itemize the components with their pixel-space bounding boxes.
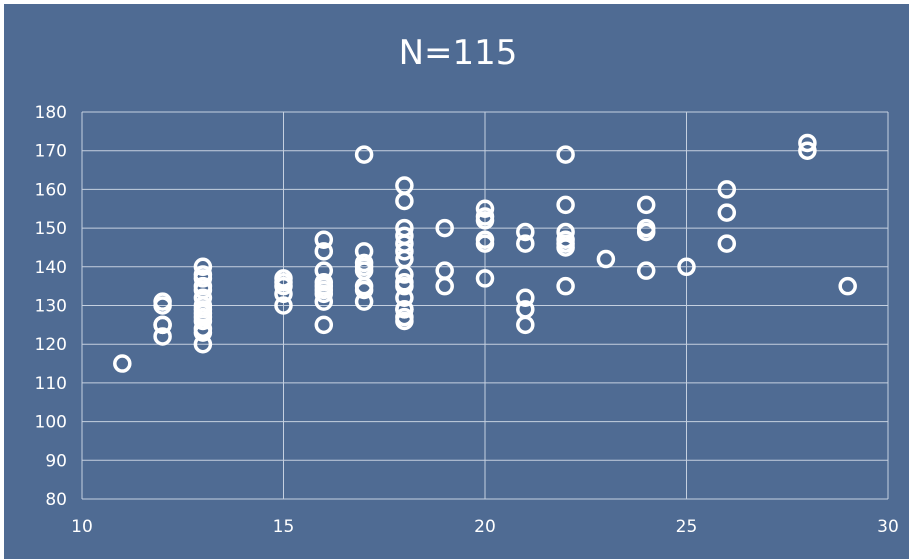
- data-point: [516, 315, 535, 335]
- data-point: [516, 300, 535, 319]
- data-point: [193, 319, 213, 338]
- data-point: [838, 276, 857, 296]
- data-point: [395, 300, 414, 319]
- y-tick-label: 120: [35, 335, 67, 355]
- data-point: [798, 141, 817, 160]
- data-point: [435, 276, 454, 296]
- data-point: [395, 273, 414, 292]
- data-point: [193, 276, 213, 296]
- data-point: [314, 315, 334, 335]
- y-tick-label: 130: [35, 297, 67, 317]
- data-point: [153, 327, 172, 346]
- data-point: [475, 230, 495, 249]
- data-point: [314, 273, 334, 292]
- data-point: [314, 230, 334, 249]
- data-point: [556, 145, 575, 164]
- data-point: [395, 307, 414, 327]
- data-point: [717, 203, 737, 222]
- data-point: [516, 222, 535, 242]
- y-tick-label: 100: [35, 413, 67, 433]
- y-tick-label: 140: [35, 258, 67, 278]
- x-axis-tick-labels: 10 15 20 25 30: [71, 517, 899, 537]
- data-point: [717, 234, 737, 253]
- chart-area: N=115 80 90 100 110 120 130 140 150 160 170 180 10…: [4, 4, 909, 559]
- data-point: [395, 191, 414, 211]
- y-axis-tick-labels: 80 90 100 110 120 130 140 150 160 170 180: [35, 103, 67, 510]
- scatter-chart: N=115 80 90 100 110 120 130 140 150 160 170 180 10…: [35, 33, 899, 537]
- x-tick-label: 30: [877, 517, 899, 537]
- data-point: [153, 315, 172, 335]
- data-point: [636, 218, 656, 238]
- data-point: [193, 288, 213, 308]
- data-point: [193, 265, 213, 284]
- data-point: [354, 253, 374, 273]
- data-point: [677, 257, 696, 277]
- y-tick-label: 150: [35, 219, 67, 239]
- x-tick-label: 15: [273, 517, 295, 537]
- data-point: [274, 269, 293, 288]
- data-point: [556, 222, 575, 242]
- y-tick-label: 80: [45, 490, 67, 510]
- data-point: [193, 300, 213, 319]
- chart-title: N=115: [399, 33, 518, 73]
- y-tick-label: 160: [35, 180, 67, 200]
- data-point: [153, 292, 172, 311]
- data-point: [636, 195, 656, 215]
- data-point: [596, 249, 616, 269]
- y-tick-label: 170: [35, 142, 67, 162]
- data-point: [274, 296, 293, 315]
- data-point: [435, 218, 454, 238]
- data-point: [395, 226, 414, 246]
- data-point: [395, 176, 414, 195]
- data-point: [475, 269, 495, 288]
- x-tick-label: 10: [71, 517, 93, 537]
- y-tick-label: 110: [35, 374, 67, 394]
- data-point: [354, 145, 374, 164]
- data-point: [395, 218, 414, 238]
- data-points: [113, 133, 857, 373]
- gridlines: [81, 111, 889, 500]
- data-point: [556, 195, 575, 215]
- data-point: [475, 207, 495, 226]
- y-tick-label: 90: [45, 451, 67, 471]
- data-point: [113, 354, 132, 373]
- x-tick-label: 25: [676, 517, 698, 537]
- data-point: [314, 261, 334, 280]
- data-point: [193, 257, 213, 277]
- data-point: [475, 199, 495, 218]
- data-point: [314, 242, 334, 261]
- data-point: [556, 276, 575, 296]
- x-tick-label: 20: [474, 517, 496, 537]
- data-point: [435, 261, 454, 280]
- data-point: [556, 230, 575, 249]
- data-point: [516, 234, 535, 253]
- y-tick-label: 180: [35, 103, 67, 123]
- data-point: [354, 242, 374, 261]
- data-point: [717, 180, 737, 199]
- data-point: [193, 307, 213, 327]
- data-point: [636, 261, 656, 280]
- data-point: [516, 288, 535, 308]
- data-point: [798, 133, 817, 153]
